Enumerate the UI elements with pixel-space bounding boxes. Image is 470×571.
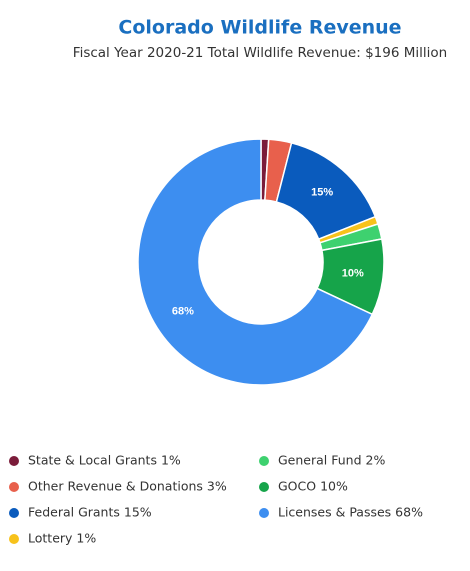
legend-label: Other Revenue & Donations 3%	[28, 479, 227, 494]
donut-slice	[137, 138, 374, 386]
chart-title: Colorado Wildlife Revenue	[118, 17, 401, 39]
legend-marker	[9, 482, 19, 492]
data-label: 68%	[172, 305, 194, 317]
chart-subtitle: Fiscal Year 2020-21 Total Wildlife Reven…	[73, 45, 447, 61]
legend-label: Lottery 1%	[28, 531, 96, 546]
data-label: 10%	[342, 267, 364, 279]
legend-marker	[259, 508, 269, 518]
legend-label: Federal Grants 15%	[28, 505, 152, 520]
legend-marker	[9, 508, 19, 518]
legend-label: Licenses & Passes 68%	[278, 505, 423, 520]
legend-marker	[259, 482, 269, 492]
legend-label: State & Local Grants 1%	[28, 453, 181, 468]
legend-marker	[9, 456, 19, 466]
legend-label: General Fund 2%	[278, 453, 385, 468]
legend-marker	[9, 534, 19, 544]
data-label: 15%	[311, 187, 333, 199]
legend-label: GOCO 10%	[278, 479, 348, 494]
legend-marker	[259, 456, 269, 466]
